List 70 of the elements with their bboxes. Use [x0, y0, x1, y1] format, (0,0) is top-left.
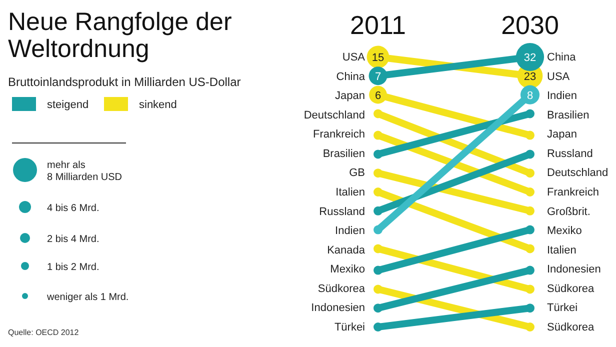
text: Bruttoinlandsprodukt in Milliarden US-Dollar: [8, 75, 241, 89]
chart-title: Neue Rangfolge der Weltordnung: [8, 8, 232, 63]
category-label: Türkei: [334, 322, 365, 334]
point: [374, 266, 382, 275]
category-label: Frankreich: [547, 186, 599, 199]
source-note: Quelle: OECD 2012: [8, 328, 80, 337]
category-label: Frankreich: [313, 128, 365, 141]
annotation: 23: [524, 70, 536, 83]
text: mehr als 8 Milliarden USD: [47, 160, 122, 183]
point: [374, 168, 382, 178]
point: [374, 244, 382, 254]
category-label: Mexiko: [547, 225, 582, 238]
annotation: 8: [526, 90, 534, 102]
category-label: Indonesien: [311, 302, 365, 314]
category-label: Südkorea: [547, 282, 594, 295]
category-label: Brasilien: [322, 148, 365, 160]
point: [374, 284, 382, 294]
text: steigend: [47, 99, 89, 111]
category-label: GB: [349, 167, 365, 180]
category-label: Japan: [335, 90, 365, 102]
text: weniger als 1 Mrd.: [46, 292, 129, 303]
point: [374, 304, 382, 313]
point: [374, 130, 382, 140]
category-label: USA: [342, 52, 365, 64]
category-label: Italien: [336, 186, 365, 199]
point: [374, 109, 382, 118]
point: [374, 322, 382, 332]
category-label: Russland: [319, 206, 365, 218]
point: [526, 168, 534, 178]
text: 4 bis 6 Mrd.: [47, 203, 100, 214]
category-label: Brasilien: [547, 109, 590, 122]
annotation: 32: [524, 52, 536, 64]
category-label: Mexiko: [330, 264, 365, 276]
annotation: 6: [374, 90, 382, 102]
point: [374, 150, 382, 159]
category-label: Deutschland: [304, 109, 365, 122]
annotation: 7: [374, 70, 382, 83]
point: [526, 266, 534, 275]
text: 2 bis 4 Mrd.: [47, 234, 100, 245]
point: [526, 304, 534, 313]
x-tick-label: 2030: [501, 10, 559, 40]
category-label: Italien: [547, 244, 576, 256]
text: sinkend: [139, 99, 177, 111]
category-label: Russland: [547, 148, 593, 160]
point: [526, 150, 534, 159]
point: [526, 284, 534, 294]
x-tick-label: 2011: [350, 10, 406, 40]
category-label: China: [547, 52, 576, 64]
category-label: Großbrit.: [547, 206, 590, 218]
point: [526, 206, 534, 216]
annotation: 15: [372, 52, 384, 64]
category-label: USA: [547, 70, 570, 83]
point: [526, 225, 534, 234]
category-label: China: [336, 70, 365, 83]
point: [526, 244, 534, 254]
category-label: Kanada: [327, 244, 365, 256]
point: [526, 188, 534, 196]
category-label: Indonesien: [547, 264, 601, 276]
category-label: Indien: [547, 90, 577, 102]
category-label: Deutschland: [547, 167, 608, 180]
category-label: Südkorea: [318, 282, 365, 295]
category-label: Indien: [335, 225, 365, 238]
point: [526, 322, 534, 332]
text: 1 bis 2 Mrd.: [47, 262, 100, 273]
category-label: Japan: [547, 128, 577, 141]
category-label: Südkorea: [547, 322, 594, 334]
category-label: Türkei: [547, 302, 578, 314]
point: [526, 109, 534, 118]
point: [374, 206, 382, 216]
point: [374, 188, 382, 196]
